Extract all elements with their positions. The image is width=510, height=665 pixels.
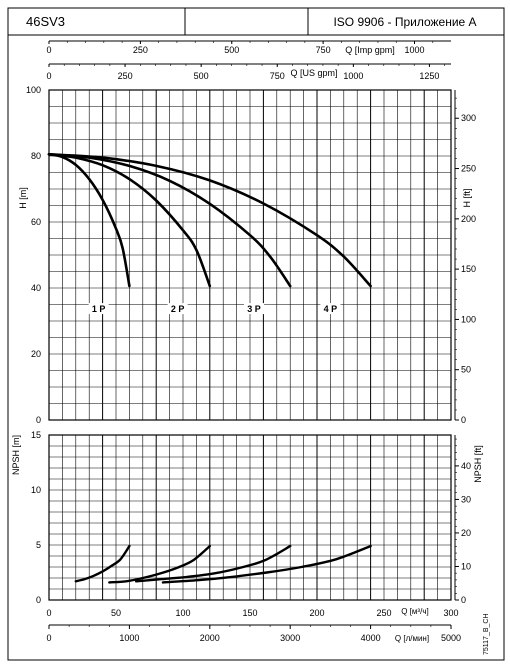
series-label-bg <box>320 303 341 315</box>
plot-area <box>48 434 452 601</box>
y-tick-label-left: 10 <box>31 485 41 495</box>
y-tick-label-right: 40 <box>461 461 471 471</box>
y-axis-title-left: NPSH [m] <box>11 435 21 475</box>
us-gpm-tick-label: 250 <box>118 71 133 81</box>
imp-gpm-tick-label: 0 <box>46 45 51 55</box>
header: 46SV3 ISO 9906 - Приложение A <box>7 7 505 36</box>
y-tick-label-left: 100 <box>26 85 41 95</box>
lmin-tick-label: 2000 <box>200 633 220 643</box>
head-curve-3p <box>47 153 292 288</box>
head-curve-1p <box>47 153 131 288</box>
series-label: 2 P <box>171 304 185 314</box>
lmin-tick-label: 0 <box>46 633 51 643</box>
y-tick-label-right: 0 <box>461 595 466 605</box>
y-tick-label-right: 20 <box>461 528 471 538</box>
us-gpm-title: Q [US gpm] <box>290 68 337 78</box>
imp-gpm-tick-label: 1000 <box>404 45 424 55</box>
y-tick-label-left: 0 <box>36 415 41 425</box>
imp-gpm-tick-label: 250 <box>133 45 148 55</box>
y-tick-label-right: 250 <box>461 164 476 174</box>
m3h-tick-label: 200 <box>309 608 324 618</box>
plot-area <box>48 89 452 421</box>
lmin-tick-label: 4000 <box>361 633 381 643</box>
head-curve-2p <box>47 153 212 288</box>
y-tick-label-right: 100 <box>461 314 476 324</box>
us-gpm-tick-label: 750 <box>270 71 285 81</box>
m3h-tick-label: 150 <box>242 608 257 618</box>
series-label-bg <box>244 303 265 315</box>
m3h-tick-label: 300 <box>443 608 458 618</box>
imp-gpm-title: Q [Imp gpm] <box>345 45 395 55</box>
y-tick-label-left: 80 <box>31 151 41 161</box>
y-tick-label-left: 60 <box>31 217 41 227</box>
y-tick-label-right: 300 <box>461 113 476 123</box>
lmin-tick-label: 1000 <box>119 633 139 643</box>
m3h-tick-label: 50 <box>111 608 121 618</box>
y-tick-label-left: 20 <box>31 349 41 359</box>
us-gpm-tick-label: 0 <box>46 71 51 81</box>
y-axis-title-left: H [m] <box>18 187 28 209</box>
us-gpm-tick-label: 500 <box>194 71 209 81</box>
y-tick-label-right: 150 <box>461 264 476 274</box>
y-tick-label-left: 5 <box>36 540 41 550</box>
outer-frame <box>7 34 505 661</box>
series-label-bg <box>167 303 188 315</box>
y-tick-label-right: 30 <box>461 494 471 504</box>
m3h-tick-label: 100 <box>175 608 190 618</box>
y-tick-label-right: 0 <box>461 415 466 425</box>
series-label: 4 P <box>324 304 338 314</box>
y-tick-label-left: 0 <box>36 595 41 605</box>
npsh-curve-3p <box>134 544 292 583</box>
m3h-tick-label: 250 <box>376 608 391 618</box>
side-code: 75117_B_CH <box>483 613 490 655</box>
lmin-title: Q [л/мин] <box>395 634 429 643</box>
y-tick-label-right: 10 <box>461 561 471 571</box>
m3h-title: Q [м³/ч] <box>401 607 428 616</box>
imp-gpm-tick-label: 500 <box>224 45 239 55</box>
head-curve-4p <box>47 153 372 288</box>
m3h-tick-label: 0 <box>46 608 51 618</box>
us-gpm-tick-label: 1250 <box>419 71 439 81</box>
y-tick-label-right: 50 <box>461 365 471 375</box>
y-tick-label-right: 200 <box>461 214 476 224</box>
series-label: 1 P <box>92 304 106 314</box>
us-gpm-tick-label: 1000 <box>343 71 363 81</box>
y-axis-title-right: H [ft] <box>462 188 472 207</box>
lmin-tick-label: 5000 <box>441 633 461 643</box>
y-tick-label-left: 40 <box>31 283 41 293</box>
series-label: 3 P <box>247 304 261 314</box>
model-title: 46SV3 <box>26 14 65 29</box>
y-tick-label-left: 15 <box>31 430 41 440</box>
y-axis-title-right: NPSH [ft] <box>473 445 483 483</box>
standard-title: ISO 9906 - Приложение A <box>333 15 476 29</box>
npsh-curve-2p <box>108 544 211 584</box>
npsh-curve-4p <box>161 544 372 584</box>
lmin-tick-label: 3000 <box>280 633 300 643</box>
npsh-curve-1p <box>74 544 131 583</box>
series-label-bg <box>88 303 109 315</box>
imp-gpm-tick-label: 750 <box>316 45 331 55</box>
